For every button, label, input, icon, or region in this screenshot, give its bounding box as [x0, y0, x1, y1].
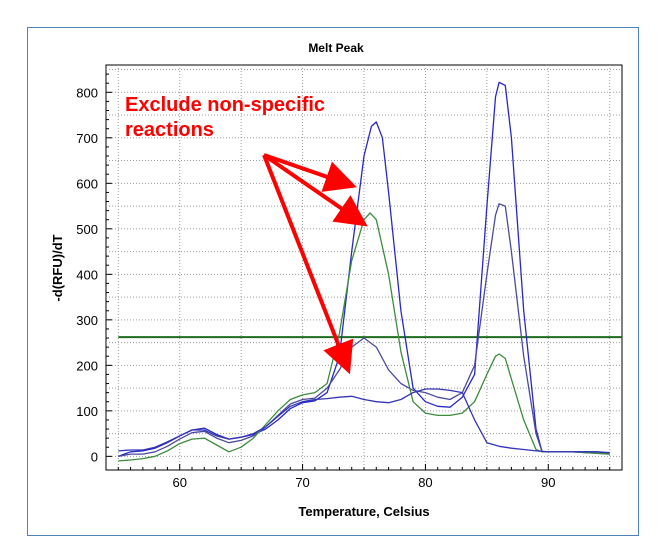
- annotation-arrow-1: [263, 153, 357, 192]
- x-tick-label: 60: [172, 475, 186, 490]
- y-tick-label: 500: [76, 222, 98, 237]
- x-tick-label: 80: [418, 475, 432, 490]
- y-tick-label: 0: [91, 449, 98, 464]
- axis-ticks: 60 70 80 90 0 100 200 300 400 500 600 700 800: [76, 73, 611, 490]
- x-tick-label: 90: [541, 475, 555, 490]
- x-axis-label: Temperature, Celsius: [298, 504, 429, 519]
- annotation-line-1: Exclude non-specific: [125, 94, 325, 116]
- melt-peak-chart: Melt Peak 60 70 80 90 0 100 200 300 400 500 600 700…: [50, 41, 623, 519]
- y-tick-label: 100: [76, 404, 98, 419]
- y-tick-label: 800: [76, 85, 98, 100]
- plot-area: [105, 64, 623, 471]
- x-tick-label: 70: [295, 475, 309, 490]
- series-line-1: [118, 81, 610, 457]
- annotation: Exclude non-specific reactions: [125, 94, 368, 375]
- y-tick-label: 600: [76, 176, 98, 191]
- annotation-arrow-2: [262, 153, 368, 227]
- chart-title: Melt Peak: [308, 41, 364, 55]
- y-tick-label: 700: [76, 131, 98, 146]
- annotation-arrow-3: [262, 154, 354, 375]
- chart-frame: Melt Peak 60 70 80 90 0 100 200 300 400 500 600 700…: [27, 27, 639, 536]
- y-tick-label: 300: [76, 313, 98, 328]
- series-line-4: [118, 388, 610, 454]
- annotation-line-2: reactions: [125, 119, 214, 141]
- series-line-2: [118, 203, 610, 457]
- y-tick-label: 400: [76, 267, 98, 282]
- y-axis-label: -d(RFU)/dT: [50, 234, 65, 301]
- y-tick-label: 200: [76, 358, 98, 373]
